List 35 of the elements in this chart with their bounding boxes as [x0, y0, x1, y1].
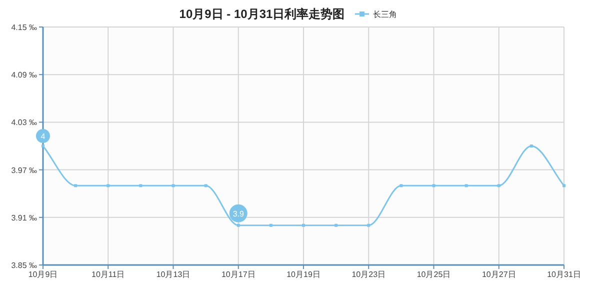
x-tick-label: 10月25日 — [416, 270, 451, 279]
point — [204, 184, 208, 188]
point — [302, 224, 305, 227]
legend-label: 长三角 — [373, 10, 397, 19]
point — [236, 224, 240, 227]
y-tick-label: 3.91 ‰ — [11, 213, 37, 222]
point — [562, 184, 566, 188]
y-tick-label: 4.09 ‰ — [11, 70, 37, 80]
y-tick-label: 4.03 ‰ — [11, 118, 37, 128]
point — [139, 184, 142, 188]
x-tick-label: 10月27日 — [482, 270, 516, 279]
x-tick-label: 10月9日 — [28, 270, 58, 279]
point — [334, 224, 338, 227]
point — [106, 184, 110, 188]
point — [400, 184, 403, 188]
data-label: 3.9 — [232, 209, 244, 218]
x-tick-label: 10月17日 — [221, 270, 256, 279]
y-tick-label: 3.85 ‰ — [11, 261, 37, 270]
x-tick-label: 10月31日 — [547, 270, 581, 279]
data-label: 4 — [40, 132, 46, 141]
x-tick-label: 10月13日 — [156, 270, 190, 279]
y-tick-label: 3.97 ‰ — [11, 166, 37, 175]
chart-title: 10月9日 - 10月31日利率走势图 — [179, 7, 345, 21]
point — [464, 184, 468, 188]
x-tick-label: 10月11日 — [92, 270, 125, 279]
x-tick-label: 10月19日 — [286, 270, 320, 279]
point — [172, 184, 175, 188]
point — [497, 184, 500, 188]
point — [269, 224, 272, 227]
y-tick-label: 4.15 ‰ — [11, 23, 37, 32]
point — [367, 224, 370, 227]
point — [74, 184, 78, 188]
point — [530, 144, 533, 148]
x-tick-label: 10月23日 — [352, 270, 386, 279]
point — [432, 184, 436, 188]
